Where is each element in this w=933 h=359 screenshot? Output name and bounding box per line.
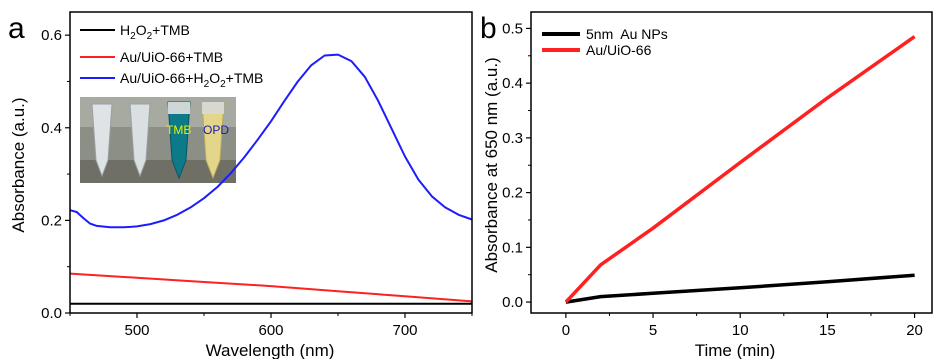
legend-b-entry-2: Au/UiO-66: [586, 42, 652, 58]
legend-b: 5nm Au NPs Au/UiO-66: [542, 26, 668, 58]
legend-a-entry-3: Au/UiO-66+H2O2+TMB: [120, 70, 263, 90]
b-series-line-2: [564, 35, 916, 304]
legend-b-entry-1: 5nm Au NPs: [586, 26, 668, 42]
inset-label-opd: OPD: [203, 123, 229, 137]
panel-b-label: b: [480, 12, 497, 45]
b-series-line-1: [565, 273, 915, 304]
b-y-tick-label: 0.0: [502, 294, 523, 311]
a-x-tick-label: 700: [392, 322, 417, 339]
panel-b: b 0 5 10 15 20 0.0 0.1 0.2 0.3 0.4 0.5 5nm Au NPs …: [480, 11, 933, 359]
b-x-tick-label: 20: [906, 322, 923, 339]
legend-a-entry-2: Au/UiO-66+TMB: [120, 49, 223, 65]
b-y-tick-label: 0.2: [502, 185, 523, 202]
inset-label-tmb: TMB: [166, 123, 191, 137]
a-y-tick-label: 0.0: [41, 305, 62, 322]
x-axis-label-a: Wavelength (nm): [206, 341, 335, 359]
a-y-tick-label: 0.6: [41, 27, 62, 44]
a-series-line-3: [69, 53, 473, 229]
b-y-tick-label: 0.3: [502, 130, 523, 147]
a-x-tick-label: 500: [124, 322, 149, 339]
b-plot-frame: [530, 11, 933, 314]
x-axis-label-b: Time (min): [695, 341, 776, 359]
legend-a-entry-1: H2O2+TMB: [120, 22, 190, 42]
vial-photo-inset: TMB OPD: [80, 97, 236, 183]
panel-a: a TMB OPD 500 600 700 0.0 0.2 0.4 0.6 H2O2+TMB: [8, 11, 473, 359]
y-axis-label-b: Absorbance at 650 nm (a.u.): [482, 57, 501, 272]
plot-area-b: 0 5 10 15 20 0.0 0.1 0.2 0.3 0.4 0.5: [502, 11, 933, 339]
y-axis-label-a: Absorbance (a.u.): [9, 97, 28, 232]
legend-a: H2O2+TMB Au/UiO-66+TMB Au/UiO-66+H2O2+TM…: [80, 22, 263, 90]
b-x-tick-label: 5: [649, 322, 657, 339]
a-x-tick-label: 600: [258, 322, 283, 339]
b-y-tick-label: 0.1: [502, 239, 523, 256]
panel-a-label: a: [8, 12, 25, 45]
a-series-line-2: [69, 272, 473, 303]
b-y-tick-label: 0.5: [502, 20, 523, 37]
b-y-tick-label: 0.4: [502, 75, 523, 92]
b-x-tick-label: 15: [819, 322, 836, 339]
a-y-tick-label: 0.2: [41, 212, 62, 229]
b-x-tick-label: 0: [562, 322, 570, 339]
plot-area-a: 500 600 700 0.0 0.2 0.4 0.6: [41, 11, 473, 339]
b-x-tick-label: 10: [732, 322, 749, 339]
a-y-tick-label: 0.4: [41, 120, 62, 137]
